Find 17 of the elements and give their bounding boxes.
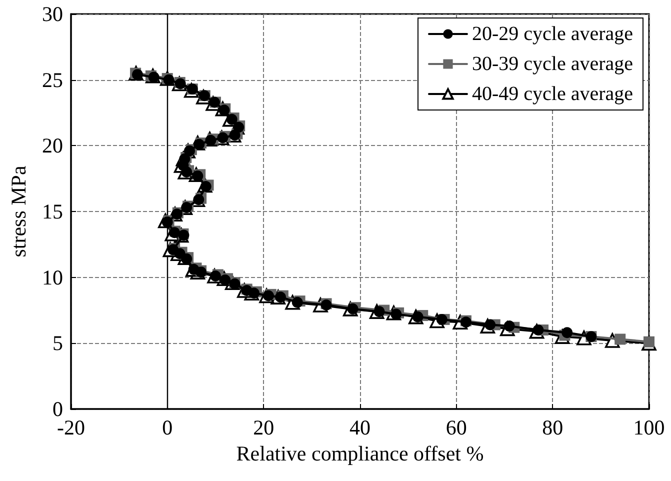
legend-label: 40-49 cycle average bbox=[472, 83, 634, 105]
y-tick-label: 30 bbox=[42, 2, 63, 26]
x-tick-label: 0 bbox=[162, 416, 173, 440]
legend-label: 20-29 cycle average bbox=[472, 23, 634, 45]
y-tick-label: 25 bbox=[42, 68, 63, 92]
y-tick-label: 15 bbox=[42, 200, 63, 224]
y-tick-label: 10 bbox=[42, 265, 63, 290]
legend-label: 30-39 cycle average bbox=[472, 53, 634, 75]
y-tick-label: 20 bbox=[42, 134, 63, 158]
x-tick-label: 40 bbox=[350, 416, 370, 440]
y-axis-title: stress MPa bbox=[6, 165, 30, 258]
x-axis-title: Relative compliance offset % bbox=[236, 441, 484, 466]
y-tick-label: 5 bbox=[52, 331, 63, 356]
x-tick-label: 20 bbox=[253, 416, 274, 440]
x-tick-label: 80 bbox=[542, 416, 564, 440]
x-tick-label: 100 bbox=[633, 416, 665, 440]
x-tick-label: 60 bbox=[446, 416, 467, 440]
